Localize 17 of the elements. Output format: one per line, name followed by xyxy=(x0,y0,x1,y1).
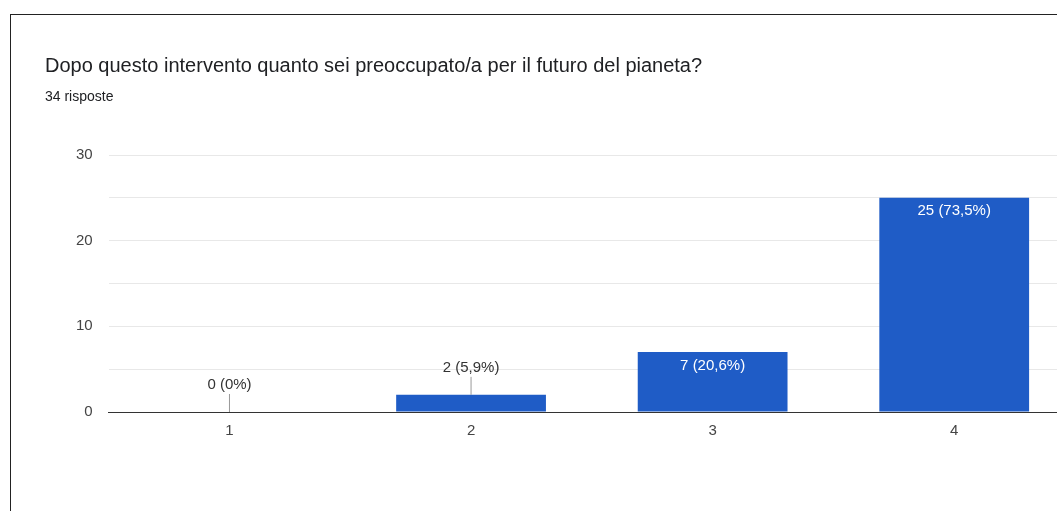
x-tick-label: 4 xyxy=(950,421,959,439)
y-tick-label: 0 xyxy=(84,402,93,420)
x-tick-label: 1 xyxy=(225,421,234,439)
bar xyxy=(396,394,546,412)
y-tick-label: 20 xyxy=(76,230,93,248)
data-label: 2 (5,9%) xyxy=(442,357,500,375)
bar xyxy=(637,352,788,412)
chart-subtitle: 34 risposte xyxy=(45,88,114,104)
data-label: 25 (73,5%) xyxy=(917,201,991,219)
x-tick-label: 2 xyxy=(466,421,476,439)
chart-title: Dopo questo intervento quanto sei preoccupato/a per il futuro del pianeta? xyxy=(45,54,703,77)
y-tick-label: 30 xyxy=(76,145,93,163)
bar xyxy=(879,197,1030,412)
data-label: 0 (0%) xyxy=(207,374,252,392)
x-tick-label: 3 xyxy=(708,421,717,439)
data-label: 7 (20,6%) xyxy=(680,355,746,373)
y-tick-label: 10 xyxy=(76,316,93,334)
